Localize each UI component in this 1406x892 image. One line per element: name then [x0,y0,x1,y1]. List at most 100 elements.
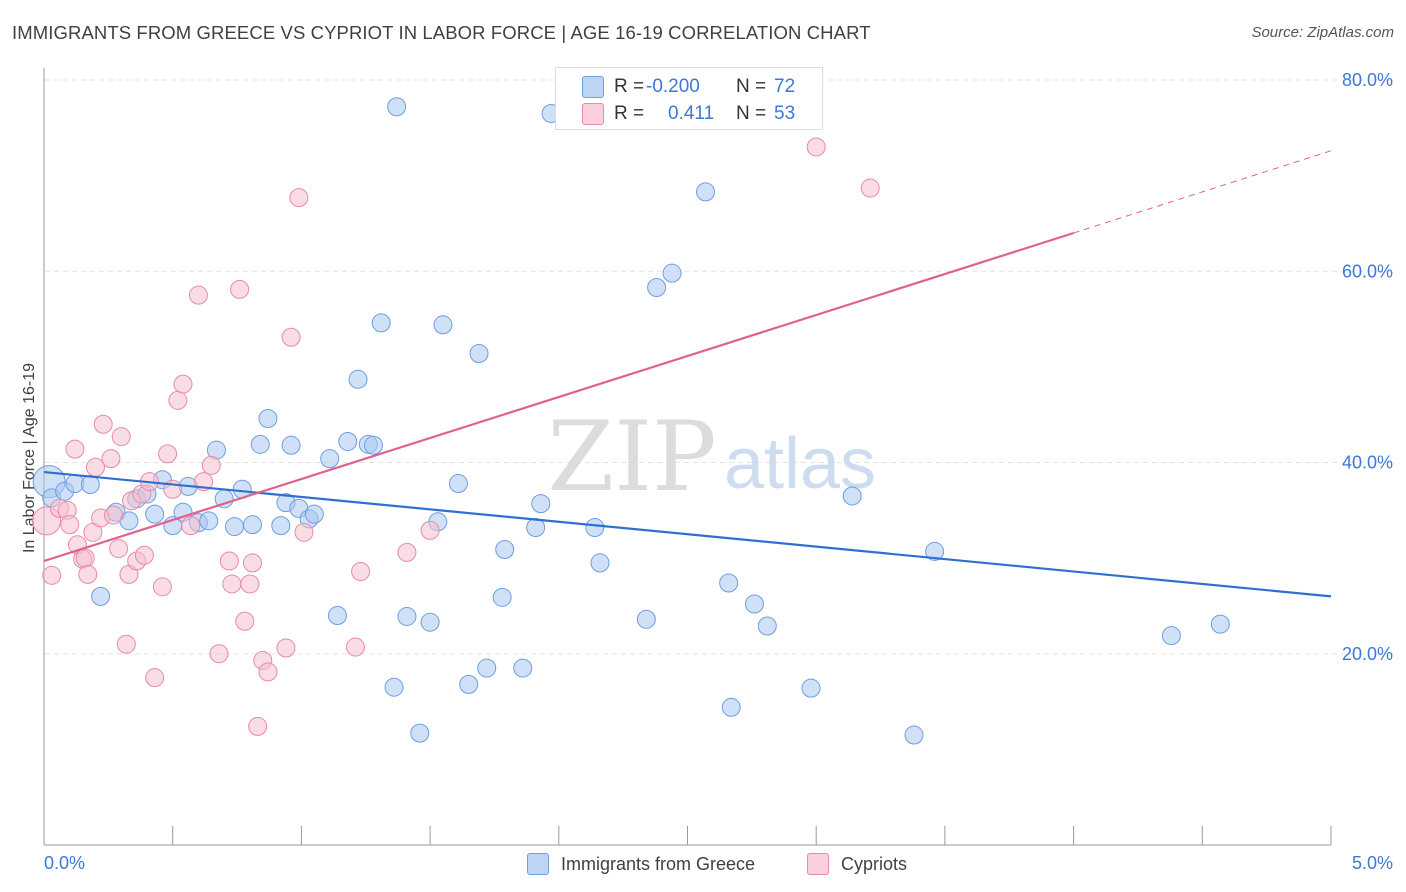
legend-r-value: -0.200 [646,76,700,97]
cypriot-point [42,565,62,585]
cypriot-point [145,668,165,688]
greece-point [1210,614,1230,634]
watermark-zip: ZIP [547,401,716,513]
cypriot-point [209,644,229,664]
greece-point [590,553,610,573]
greece-point [145,504,165,524]
legend-swatch-blue [582,76,604,98]
cypriot-point [860,178,880,198]
y-tick-label: 20.0% [1342,644,1393,664]
greece-point [801,678,821,698]
greece-point [348,369,368,389]
cypriot-point [806,137,826,157]
cypriot-point [230,279,250,299]
greece-point [363,435,383,455]
cypriot-point [134,545,154,565]
cypriot-point [235,611,255,631]
cypriot-point [75,548,95,568]
cypriot-point [351,562,371,582]
y-tick-label: 60.0% [1342,261,1393,281]
cypriot-point [345,637,365,657]
cypriots-trend-line [43,231,1074,563]
cypriot-point [173,374,193,394]
greece-point [281,435,301,455]
bottom-legend-swatch-pink [807,853,829,875]
greece-point [448,474,468,494]
greece-point [647,278,667,298]
cypriot-point [65,439,85,459]
cypriot-point [201,455,221,475]
greece-point [387,97,407,117]
cypriot-point [281,327,301,347]
cypriot-point [116,634,136,654]
greece-point [842,486,862,506]
cypriot-point [181,516,201,536]
cypriot-point [222,574,242,594]
tick-labels: 20.0% 40.0% 60.0% 80.0% 0.0% 5.0% [44,70,1393,873]
greece-point [495,540,515,560]
greece-point [384,677,404,697]
cypriot-point [258,662,278,682]
cypriot-point [420,520,440,540]
greece-point [397,606,417,626]
greece-point [744,594,764,614]
greece-point [925,541,945,561]
cypriot-point [188,285,208,305]
x-tick-label: 0.0% [44,853,85,873]
cypriot-point [158,444,178,464]
greece-point [469,343,489,363]
legend-r-value: 0.411 [668,103,715,124]
greece-point [304,504,324,524]
cypriot-point [111,427,131,447]
bottom-legend-label: Immigrants from Greece [561,853,756,874]
greece-point [492,587,512,607]
greece-point [250,434,270,454]
cypriot-point [397,542,417,562]
cypriot-point [289,188,309,208]
legend-r-label: R = [614,103,645,124]
y-tick-label: 40.0% [1342,453,1393,473]
cypriot-point [276,638,296,658]
greece-point [327,606,347,625]
cypriot-point [219,551,239,571]
bottom-legend-swatch-blue [527,853,549,875]
legend-r-label: R = [614,76,645,97]
trend-lines [43,150,1332,598]
cypriot-point [93,414,113,434]
cypriot-point [60,515,80,535]
bottom-legend-cypriots[interactable]: Cypriots [807,852,907,876]
greece-point [662,263,682,283]
greece-point [636,609,656,629]
cypriot-point [78,564,98,584]
greece-point [410,723,430,743]
greece-point [224,517,244,537]
chart-title: IMMIGRANTS FROM GREECE VS CYPRIOT IN LAB… [12,22,871,43]
greece-point [477,658,497,678]
cypriot-point [248,716,268,736]
cypriot-point [242,553,262,573]
greece-point [531,494,551,514]
cypriot-point [168,390,188,410]
cypriot-point [109,539,129,559]
greece-point [91,586,111,606]
bottom-legend-label: Cypriots [841,853,908,874]
x-tick-label: 5.0% [1352,853,1393,873]
greece-point [696,182,716,202]
greece-point [757,616,777,636]
cypriot-point [240,574,260,594]
legend-n-value: 72 [774,76,796,97]
greece-point [338,431,358,451]
source-label: Source: ZipAtlas.com [1251,24,1394,41]
greece-point [371,313,391,333]
greece-point [721,697,741,717]
greece-point [258,409,278,429]
y-tick-label: 80.0% [1342,70,1393,90]
bottom-legend-greece[interactable]: Immigrants from Greece [527,852,755,876]
greece-point [433,315,453,335]
greece-point [719,573,739,593]
greece-point [459,674,479,694]
axes [43,68,1332,846]
cypriot-point [294,522,314,542]
legend-swatch-pink [582,103,604,125]
